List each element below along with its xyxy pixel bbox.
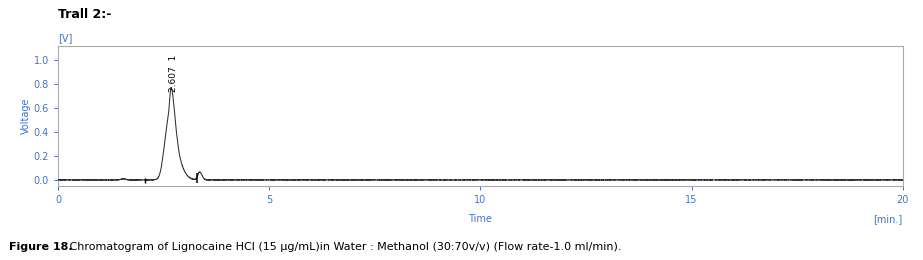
Text: Time: Time [468,214,492,224]
Y-axis label: Voltage: Voltage [21,98,31,134]
Text: Figure 18.: Figure 18. [9,242,73,252]
Text: [min.]: [min.] [873,214,903,224]
Text: Trall 2:-: Trall 2:- [58,8,112,21]
Text: 2.607  1: 2.607 1 [169,55,178,92]
Text: Chromatogram of Lignocaine HCl (15 μg/mL)in Water : Methanol (30:70v/v) (Flow ra: Chromatogram of Lignocaine HCl (15 μg/mL… [66,242,622,252]
Text: [V]: [V] [58,33,73,43]
